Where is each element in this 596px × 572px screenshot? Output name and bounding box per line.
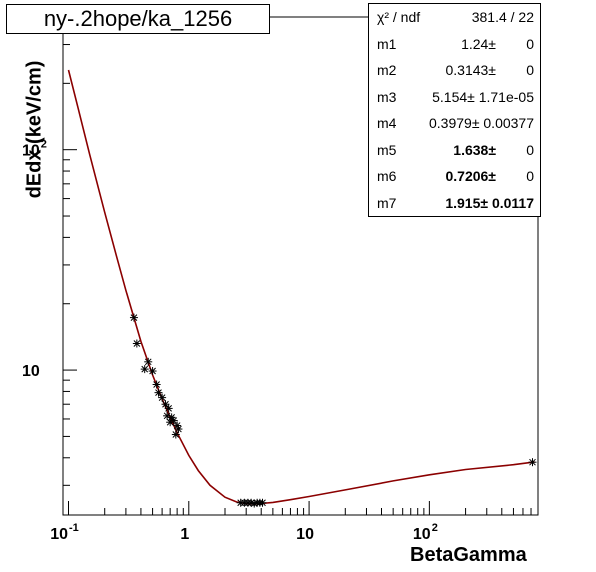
- x-tick-label: 1: [180, 526, 189, 543]
- minor-ticks: [62, 16, 539, 515]
- data-point: [528, 458, 537, 467]
- data-point: [164, 404, 173, 413]
- data-point: [132, 339, 141, 348]
- data-point: [140, 365, 149, 374]
- histogram-title-box: ny-.2hope/ka_1256: [6, 4, 270, 34]
- stats-row-chi2: χ² / ndf 381.4 / 22: [369, 4, 540, 31]
- data-point: [169, 416, 178, 425]
- param-value: 1.638±: [453, 141, 496, 158]
- param-value: 0.3143±: [445, 62, 496, 78]
- param-name: m1: [377, 35, 397, 52]
- fit-curve: [67, 69, 535, 505]
- stats-row-m7: m7 1.915± 0.0117: [369, 190, 540, 217]
- x-axis-title: BetaGamma: [410, 544, 527, 566]
- param-name: m6: [377, 168, 397, 184]
- x-tick-label: 102: [413, 522, 438, 543]
- stats-row-m5: m5 1.638± 0: [369, 137, 540, 164]
- major-ticks: [63, 149, 430, 515]
- param-error: 0: [526, 168, 534, 184]
- stats-row-m1: m1 1.24± 0: [369, 31, 540, 58]
- param-value: 1.24±: [461, 35, 496, 52]
- y-tick-label: 10: [22, 363, 40, 380]
- stats-row-m2: m2 0.3143± 0: [369, 57, 540, 84]
- data-point: [258, 498, 267, 507]
- y-axis-title: dEdx (keV/cm): [23, 60, 46, 199]
- data-point: [152, 380, 161, 389]
- data-point: [129, 313, 138, 322]
- data-point: [173, 421, 182, 430]
- x-tick-label: 10-1: [50, 522, 79, 543]
- data-point: [161, 400, 170, 409]
- param-name: m4: [377, 115, 397, 131]
- param-error: 0: [526, 141, 534, 158]
- histogram-title: ny-.2hope/ka_1256: [43, 6, 233, 31]
- param-value: 1.915± 0.0117: [445, 194, 534, 211]
- data-points-layer: [129, 313, 537, 508]
- data-point: [148, 367, 157, 376]
- fit-curve-layer: [67, 69, 535, 505]
- stats-row-m3: m3 5.154± 1.71e-05: [369, 84, 540, 111]
- param-name: m7: [377, 194, 397, 211]
- fit-stats-box: χ² / ndf 381.4 / 22 m1 1.24± 0 m2 0.3143…: [368, 3, 541, 217]
- param-value: 0.3979± 0.00377: [429, 115, 534, 131]
- data-point: [171, 430, 180, 439]
- chi2-value: 381.4 / 22: [471, 9, 534, 25]
- x-tick-label: 10: [296, 526, 314, 543]
- stats-row-m4: m4 0.3979± 0.00377: [369, 110, 540, 137]
- param-value: 5.154± 1.71e-05: [432, 88, 534, 105]
- stats-row-m6: m6 0.7206± 0: [369, 163, 540, 190]
- data-point: [154, 388, 163, 397]
- param-value: 0.7206±: [445, 168, 496, 184]
- param-error: 0: [526, 62, 534, 78]
- data-point: [158, 393, 167, 402]
- param-error: 0: [526, 35, 534, 52]
- data-point: [144, 357, 153, 366]
- plot-frame: [62, 16, 539, 516]
- param-name: m2: [377, 62, 397, 78]
- param-name: m5: [377, 141, 397, 158]
- param-name: m3: [377, 88, 397, 105]
- chi2-label: χ² / ndf: [377, 9, 421, 25]
